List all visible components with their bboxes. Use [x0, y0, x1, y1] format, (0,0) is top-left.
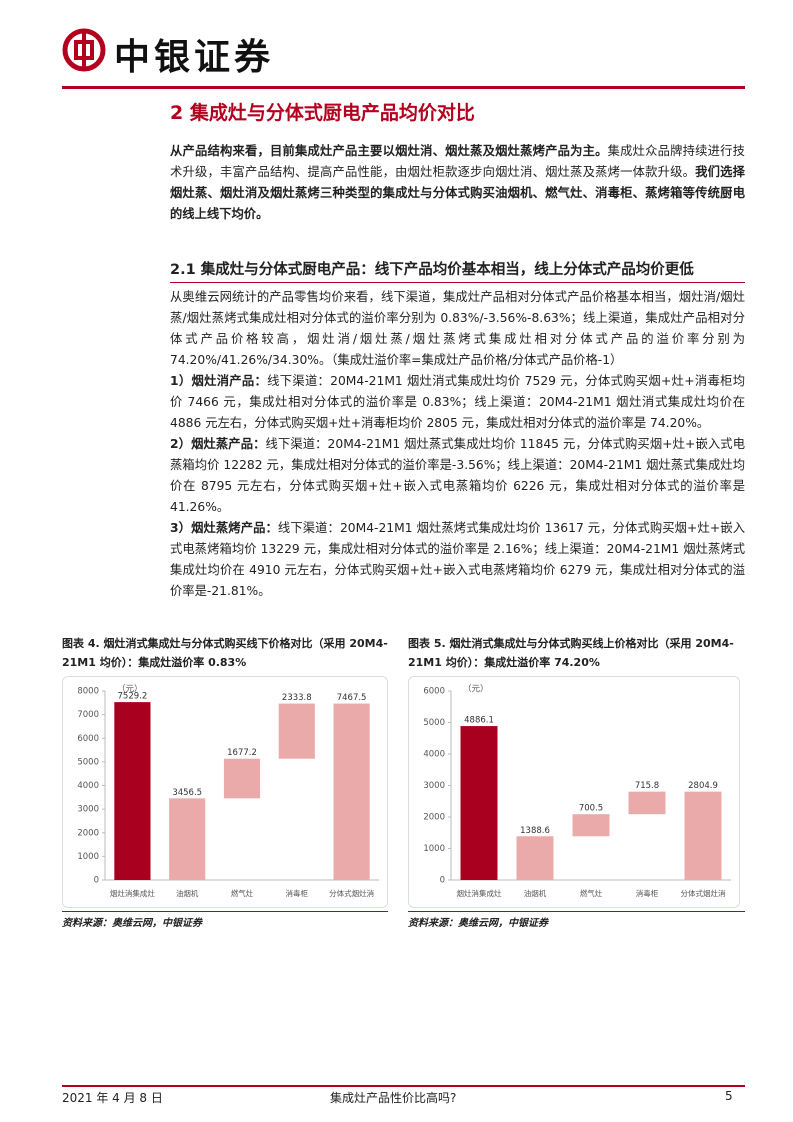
item: 1）烟灶消产品：线下渠道：20M4-21M1 烟灶消式集成灶均价 7529 元，… — [170, 371, 745, 434]
figure-caption: 图表 5. 烟灶消式集成灶与分体式购买线上价格对比（采用 20M4-21M1 均… — [408, 637, 734, 669]
subsection-title: 2.1 集成灶与分体式厨电产品：线下产品均价基本相当，线上分体式产品均价更低 — [170, 262, 694, 278]
y-tick-label: 7000 — [77, 710, 99, 720]
item: 3）烟灶蒸烤产品：线下渠道：20M4-21M1 烟灶蒸烤式集成灶均价 13617… — [170, 518, 745, 602]
lead: 3）烟灶蒸烤产品： — [170, 521, 278, 535]
lead: 从产品结构来看，目前集成灶产品主要以烟灶消、烟灶蒸及烟灶蒸烤产品为主。 — [170, 144, 608, 158]
bar — [572, 814, 610, 837]
logo: 中银证券 — [62, 28, 270, 78]
bar — [114, 702, 151, 880]
x-tick-label: 油烟机 — [176, 888, 199, 898]
rule — [408, 911, 745, 912]
figure-caption: 图表 4. 烟灶消式集成灶与分体式购买线下价格对比（采用 20M4-21M1 均… — [62, 637, 388, 669]
chart: （元） 0 1000 2000 3000 4000 5000 6000 4886.1 烟灶消集成灶… — [408, 676, 740, 908]
logo-icon — [62, 28, 106, 72]
footer-title: 集成灶产品性价比高吗? — [330, 1091, 457, 1105]
y-tick-label: 6000 — [423, 687, 445, 697]
bar — [169, 798, 206, 880]
value-label: 715.8 — [635, 781, 659, 791]
y-tick-label: 1000 — [77, 852, 99, 862]
x-tick-label: 消毒柜 — [286, 888, 309, 898]
chart: （元） 0 1000 2000 3000 4000 5000 6000 7000 8000 7529… — [62, 676, 388, 908]
value-label: 4886.1 — [464, 716, 494, 726]
y-tick-label: 2000 — [77, 828, 99, 838]
y-tick-label: 8000 — [77, 687, 99, 697]
text: 线下渠道：20M4-21M1 烟灶消式集成灶均价 7529 元，分体式购买烟+灶… — [170, 374, 745, 430]
value-label: 1677.2 — [227, 748, 257, 758]
value-label: 2804.9 — [688, 781, 718, 791]
intro: 从产品结构来看，目前集成灶产品主要以烟灶消、烟灶蒸及烟灶蒸烤产品为主。集成灶众品… — [170, 141, 745, 225]
x-tick-label: 燃气灶 — [231, 888, 254, 898]
conclusion: 我们选择烟灶蒸、烟灶消及烟灶蒸烤三种类型的集成灶与分体式购买油烟机、燃气灶、消毒… — [170, 165, 745, 221]
x-tick-label: 燃气灶 — [580, 888, 603, 898]
page-number: 5 — [725, 1089, 733, 1103]
y-tick-label: 4000 — [77, 781, 99, 791]
value-label: 700.5 — [579, 804, 603, 814]
lead: 1）烟灶消产品： — [170, 374, 268, 388]
subsection-rule — [170, 282, 745, 283]
x-tick-label: 烟灶消集成灶 — [457, 888, 502, 898]
logo-text: 中银证券 — [114, 37, 275, 78]
text: 线下渠道：20M4-21M1 烟灶蒸烤式集成灶均价 13617 元，分体式购买烟… — [170, 521, 745, 598]
x-tick-label: 消毒柜 — [636, 888, 659, 898]
lead: 2）烟灶蒸产品： — [170, 437, 266, 451]
y-tick-label: 5000 — [423, 718, 445, 728]
y-tick-label: 0 — [94, 876, 99, 886]
value-label: 7467.5 — [337, 693, 367, 703]
paragraph: 从奥维云网统计的产品零售均价来看，线下渠道，集成灶产品相对分体式产品价格基本相当… — [170, 290, 745, 367]
x-tick-label: 分体式烟灶消 — [681, 888, 726, 898]
y-tick-label: 0 — [440, 876, 445, 886]
rule — [62, 911, 388, 912]
x-tick-label: 油烟机 — [524, 888, 547, 898]
header-rule — [62, 86, 745, 89]
y-tick-label: 4000 — [423, 750, 445, 760]
y-axis-label: （元） — [463, 684, 489, 695]
y-tick-label: 1000 — [423, 844, 445, 854]
footer-rule — [62, 1085, 745, 1087]
bar — [223, 758, 261, 799]
x-tick-label: 烟灶消集成灶 — [110, 888, 155, 898]
footer-date: 2021 年 4 月 8 日 — [62, 1091, 163, 1105]
text: 集成灶众品牌持续进行技术升级，丰富产品结构、提高产品性能，由烟灶柜款逐步向烟灶消… — [170, 144, 745, 179]
text: 线下渠道：20M4-21M1 烟灶蒸式集成灶均价 11845 元，分体式购买烟+… — [170, 437, 745, 514]
section-title: 2 集成灶与分体式厨电产品均价对比 — [170, 102, 475, 124]
bar — [278, 703, 315, 759]
y-axis-label: （元） — [117, 684, 143, 695]
y-tick-label: 2000 — [423, 813, 445, 823]
source: 资料来源：奥维云网，中银证券 — [62, 918, 202, 929]
value-label: 1388.6 — [520, 826, 550, 836]
value-label: 2333.8 — [282, 693, 312, 703]
source: 资料来源：奥维云网，中银证券 — [408, 918, 548, 929]
bar — [516, 836, 554, 880]
y-tick-label: 3000 — [77, 805, 99, 815]
value-label: 3456.5 — [172, 788, 202, 798]
bar — [628, 791, 666, 815]
value-label: 7529.2 — [118, 692, 148, 702]
bar — [333, 703, 370, 880]
x-tick-label: 分体式烟灶消 — [329, 888, 374, 898]
bar — [684, 791, 722, 880]
y-tick-label: 5000 — [77, 757, 99, 767]
item: 2）烟灶蒸产品：线下渠道：20M4-21M1 烟灶蒸式集成灶均价 11845 元… — [170, 434, 745, 518]
y-tick-label: 6000 — [77, 734, 99, 744]
bar — [460, 726, 498, 880]
y-tick-label: 3000 — [423, 781, 445, 791]
